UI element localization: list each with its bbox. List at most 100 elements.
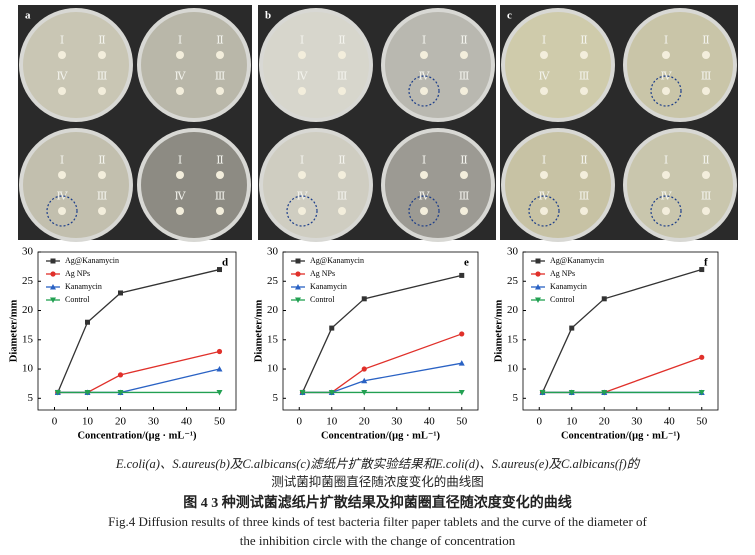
marker bbox=[361, 389, 368, 396]
series-line bbox=[302, 362, 462, 394]
marker bbox=[118, 290, 123, 296]
disc-label: Ⅳ bbox=[419, 71, 431, 83]
marker bbox=[459, 331, 465, 337]
filter-disc bbox=[216, 171, 224, 179]
petri-dish bbox=[141, 12, 247, 118]
petri-dish bbox=[627, 12, 733, 118]
filter-disc bbox=[298, 171, 306, 179]
filter-disc bbox=[98, 171, 106, 179]
disc-label: Ⅳ bbox=[175, 71, 187, 83]
disc-label: Ⅳ bbox=[539, 71, 551, 83]
disc-label: Ⅲ bbox=[701, 71, 712, 83]
legend-label: Ag NPs bbox=[550, 269, 575, 278]
marker bbox=[569, 325, 575, 331]
petri-dish bbox=[385, 12, 491, 118]
y-tick-label: 20 bbox=[507, 304, 519, 316]
filter-disc bbox=[338, 171, 346, 179]
legend-label: Ag@Kanamycin bbox=[310, 256, 364, 265]
x-axis-label: Concentration/(μg · mL⁻¹) bbox=[77, 430, 197, 441]
x-tick-label: 10 bbox=[566, 416, 578, 428]
marker bbox=[117, 372, 124, 378]
marker bbox=[216, 348, 223, 355]
disc-label: Ⅲ bbox=[337, 71, 348, 83]
inhibition-zone bbox=[46, 195, 78, 227]
disc-label: Ⅰ bbox=[664, 155, 668, 167]
filter-disc bbox=[176, 51, 184, 59]
marker bbox=[699, 267, 705, 273]
marker bbox=[535, 271, 541, 277]
disc-label: Ⅱ bbox=[580, 155, 587, 167]
disc-label: Ⅳ bbox=[175, 191, 187, 203]
filter-disc bbox=[98, 207, 106, 215]
marker bbox=[535, 258, 541, 264]
filter-disc bbox=[216, 87, 224, 95]
legend-label: Ag@Kanamycin bbox=[65, 256, 119, 265]
inhibition-zone bbox=[528, 195, 560, 227]
petri-dish bbox=[141, 132, 247, 238]
marker bbox=[699, 354, 705, 360]
legend-label: Kanamycin bbox=[550, 282, 587, 291]
marker bbox=[698, 389, 705, 396]
filter-disc bbox=[460, 171, 468, 179]
series-line bbox=[57, 368, 220, 394]
legend-label: Ag@Kanamycin bbox=[550, 256, 604, 265]
y-axis-label: Diameter/mm bbox=[493, 300, 504, 363]
x-tick-label: 10 bbox=[82, 416, 94, 428]
filter-disc bbox=[420, 207, 428, 215]
disc-label: Ⅳ bbox=[539, 191, 551, 203]
disc-label: Ⅲ bbox=[579, 71, 590, 83]
disc-label: Ⅱ bbox=[98, 35, 105, 47]
marker bbox=[50, 271, 56, 277]
disc-label: Ⅱ bbox=[580, 35, 587, 47]
filter-disc bbox=[298, 87, 306, 95]
marker bbox=[50, 258, 56, 264]
marker bbox=[216, 389, 223, 396]
disc-label: Ⅲ bbox=[459, 191, 470, 203]
y-tick-label: 10 bbox=[507, 363, 519, 375]
marker bbox=[568, 389, 575, 396]
filter-disc bbox=[338, 87, 346, 95]
x-axis-label: Concentration/(μg · mL⁻¹) bbox=[561, 430, 681, 441]
disc-label: Ⅲ bbox=[97, 71, 108, 83]
disc-label: Ⅳ bbox=[661, 71, 673, 83]
y-tick-label: 15 bbox=[267, 333, 279, 345]
marker bbox=[295, 271, 301, 277]
y-tick-label: 15 bbox=[507, 333, 519, 345]
figure-title-en: Fig.4 Diffusion results of three kinds o… bbox=[108, 514, 647, 529]
disc-label: Ⅳ bbox=[297, 71, 309, 83]
x-tick-label: 10 bbox=[326, 416, 338, 428]
filter-disc bbox=[662, 207, 670, 215]
x-tick-label: 50 bbox=[696, 416, 708, 428]
legend-label: Ag NPs bbox=[65, 269, 90, 278]
x-tick-label: 20 bbox=[115, 416, 127, 428]
series-line bbox=[57, 268, 220, 393]
marker bbox=[539, 389, 546, 396]
filter-disc bbox=[420, 87, 428, 95]
y-axis-label: Diameter/mm bbox=[8, 300, 19, 363]
disc-label: Ⅳ bbox=[661, 191, 673, 203]
disc-label: Ⅱ bbox=[702, 35, 709, 47]
disc-label: Ⅰ bbox=[422, 155, 426, 167]
x-axis-label: Concentration/(μg · mL⁻¹) bbox=[321, 430, 441, 441]
filter-disc bbox=[176, 207, 184, 215]
legend-label: Kanamycin bbox=[65, 282, 102, 291]
marker bbox=[50, 284, 56, 290]
legend-label: Control bbox=[550, 295, 575, 304]
y-tick-label: 25 bbox=[22, 275, 34, 287]
filter-disc bbox=[580, 207, 588, 215]
filter-disc bbox=[540, 171, 548, 179]
filter-disc bbox=[702, 171, 710, 179]
petri-dish bbox=[23, 132, 129, 238]
filter-disc bbox=[580, 171, 588, 179]
panel-label: c bbox=[507, 10, 512, 22]
disc-label: Ⅰ bbox=[542, 155, 546, 167]
disc-label: Ⅰ bbox=[300, 35, 304, 47]
filter-disc bbox=[580, 87, 588, 95]
y-axis-label: Diameter/mm bbox=[253, 300, 264, 363]
y-tick-label: 25 bbox=[507, 275, 519, 287]
filter-disc bbox=[176, 87, 184, 95]
filter-disc bbox=[662, 87, 670, 95]
inhibition-zone bbox=[408, 195, 440, 227]
inhibition-zone bbox=[650, 75, 682, 107]
panel-label: b bbox=[265, 10, 271, 22]
